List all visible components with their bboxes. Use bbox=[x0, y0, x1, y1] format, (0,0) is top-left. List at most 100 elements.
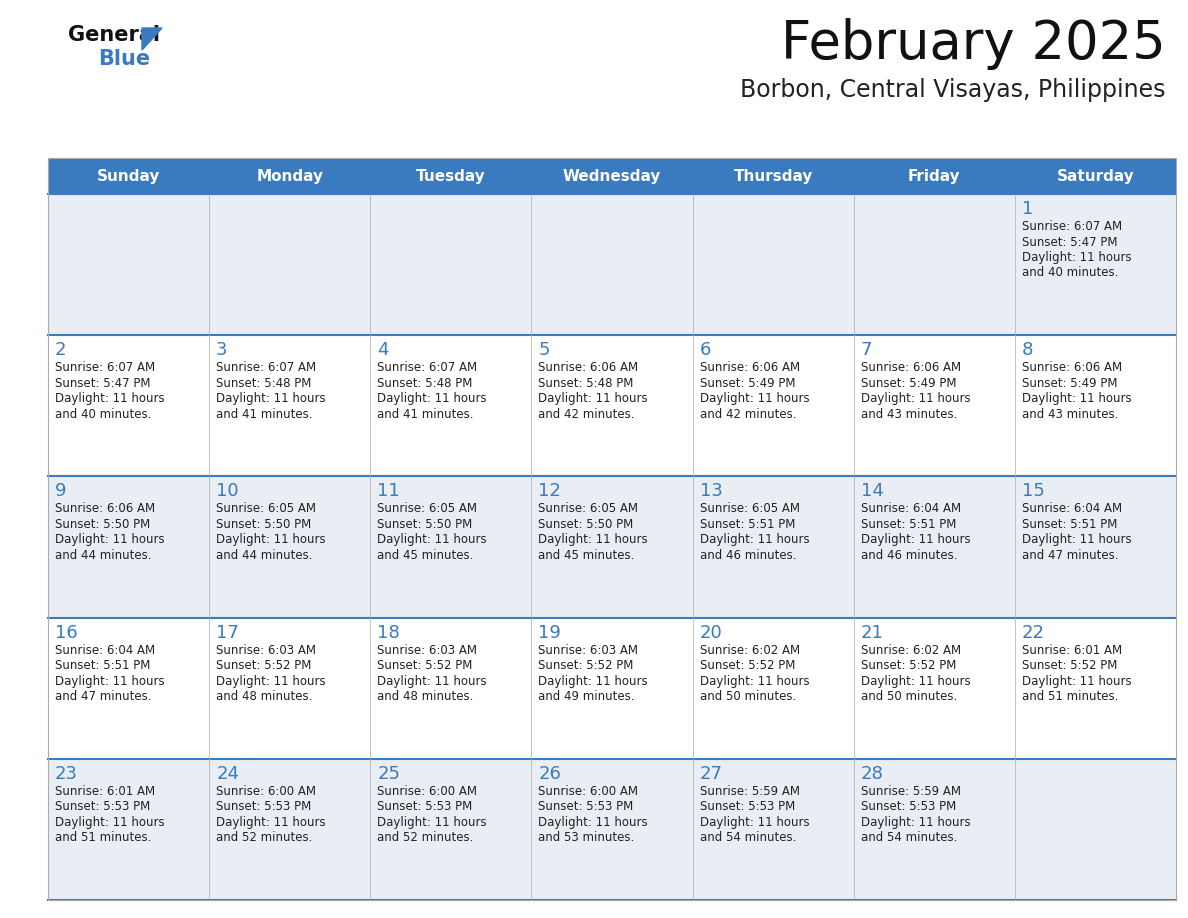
Text: Daylight: 11 hours: Daylight: 11 hours bbox=[861, 533, 971, 546]
Text: Daylight: 11 hours: Daylight: 11 hours bbox=[55, 816, 165, 829]
Text: Sunset: 5:52 PM: Sunset: 5:52 PM bbox=[700, 659, 795, 672]
Text: 7: 7 bbox=[861, 341, 872, 359]
Text: 21: 21 bbox=[861, 623, 884, 642]
Text: Sunrise: 6:07 AM: Sunrise: 6:07 AM bbox=[1022, 220, 1121, 233]
Text: Sunrise: 6:02 AM: Sunrise: 6:02 AM bbox=[861, 644, 961, 656]
Text: Sunset: 5:52 PM: Sunset: 5:52 PM bbox=[378, 659, 473, 672]
Text: Monday: Monday bbox=[257, 169, 323, 184]
Text: and 50 minutes.: and 50 minutes. bbox=[861, 690, 958, 703]
Bar bbox=[693, 759, 854, 900]
Bar bbox=[1015, 158, 1176, 194]
Text: and 54 minutes.: and 54 minutes. bbox=[861, 832, 958, 845]
Text: 25: 25 bbox=[378, 765, 400, 783]
Text: Daylight: 11 hours: Daylight: 11 hours bbox=[538, 392, 647, 405]
Bar bbox=[693, 194, 854, 335]
Text: 27: 27 bbox=[700, 765, 722, 783]
Bar bbox=[693, 618, 854, 759]
Text: 18: 18 bbox=[378, 623, 400, 642]
Bar bbox=[1015, 194, 1176, 335]
Text: 19: 19 bbox=[538, 623, 561, 642]
Text: and 51 minutes.: and 51 minutes. bbox=[1022, 690, 1118, 703]
Text: Daylight: 11 hours: Daylight: 11 hours bbox=[700, 816, 809, 829]
Text: 10: 10 bbox=[216, 482, 239, 500]
Bar bbox=[854, 335, 1015, 476]
Bar bbox=[48, 158, 209, 194]
Text: and 53 minutes.: and 53 minutes. bbox=[538, 832, 634, 845]
Text: General: General bbox=[68, 25, 160, 45]
Bar bbox=[371, 335, 531, 476]
Text: Daylight: 11 hours: Daylight: 11 hours bbox=[55, 392, 165, 405]
Text: Blue: Blue bbox=[97, 49, 150, 69]
Text: Daylight: 11 hours: Daylight: 11 hours bbox=[216, 533, 326, 546]
Text: and 47 minutes.: and 47 minutes. bbox=[55, 690, 152, 703]
Text: Sunday: Sunday bbox=[97, 169, 160, 184]
Text: Sunrise: 5:59 AM: Sunrise: 5:59 AM bbox=[700, 785, 800, 798]
Text: and 47 minutes.: and 47 minutes. bbox=[1022, 549, 1118, 562]
Text: Sunrise: 6:05 AM: Sunrise: 6:05 AM bbox=[538, 502, 638, 515]
Text: Sunset: 5:50 PM: Sunset: 5:50 PM bbox=[538, 518, 633, 531]
Text: Sunset: 5:50 PM: Sunset: 5:50 PM bbox=[55, 518, 150, 531]
Text: Sunrise: 6:07 AM: Sunrise: 6:07 AM bbox=[216, 361, 316, 375]
Text: and 46 minutes.: and 46 minutes. bbox=[700, 549, 796, 562]
Text: 11: 11 bbox=[378, 482, 400, 500]
Text: Sunrise: 6:07 AM: Sunrise: 6:07 AM bbox=[55, 361, 156, 375]
Text: Daylight: 11 hours: Daylight: 11 hours bbox=[700, 392, 809, 405]
Text: Sunrise: 6:00 AM: Sunrise: 6:00 AM bbox=[216, 785, 316, 798]
Bar bbox=[1015, 335, 1176, 476]
Text: Sunrise: 6:04 AM: Sunrise: 6:04 AM bbox=[861, 502, 961, 515]
Text: Sunrise: 6:00 AM: Sunrise: 6:00 AM bbox=[538, 785, 638, 798]
Text: Sunset: 5:49 PM: Sunset: 5:49 PM bbox=[700, 376, 795, 390]
Bar bbox=[371, 194, 531, 335]
Text: and 54 minutes.: and 54 minutes. bbox=[700, 832, 796, 845]
Text: Friday: Friday bbox=[908, 169, 961, 184]
Text: and 45 minutes.: and 45 minutes. bbox=[538, 549, 634, 562]
Text: Daylight: 11 hours: Daylight: 11 hours bbox=[1022, 675, 1131, 688]
Text: and 49 minutes.: and 49 minutes. bbox=[538, 690, 634, 703]
Text: 16: 16 bbox=[55, 623, 77, 642]
Text: Daylight: 11 hours: Daylight: 11 hours bbox=[861, 675, 971, 688]
Text: 12: 12 bbox=[538, 482, 561, 500]
Text: Sunset: 5:50 PM: Sunset: 5:50 PM bbox=[216, 518, 311, 531]
Text: Sunrise: 6:06 AM: Sunrise: 6:06 AM bbox=[1022, 361, 1121, 375]
Text: Sunrise: 6:04 AM: Sunrise: 6:04 AM bbox=[1022, 502, 1121, 515]
Bar bbox=[209, 194, 371, 335]
Text: Daylight: 11 hours: Daylight: 11 hours bbox=[378, 816, 487, 829]
Text: and 44 minutes.: and 44 minutes. bbox=[216, 549, 312, 562]
Text: Sunset: 5:53 PM: Sunset: 5:53 PM bbox=[700, 800, 795, 813]
Text: and 52 minutes.: and 52 minutes. bbox=[378, 832, 474, 845]
Text: Sunset: 5:48 PM: Sunset: 5:48 PM bbox=[378, 376, 473, 390]
Text: Daylight: 11 hours: Daylight: 11 hours bbox=[216, 816, 326, 829]
Bar bbox=[48, 158, 1176, 900]
Text: Sunset: 5:49 PM: Sunset: 5:49 PM bbox=[861, 376, 956, 390]
Text: 5: 5 bbox=[538, 341, 550, 359]
Text: Sunset: 5:53 PM: Sunset: 5:53 PM bbox=[216, 800, 311, 813]
Text: 28: 28 bbox=[861, 765, 884, 783]
Bar bbox=[209, 335, 371, 476]
Text: 9: 9 bbox=[55, 482, 67, 500]
Text: and 41 minutes.: and 41 minutes. bbox=[216, 408, 312, 420]
Text: Sunrise: 6:02 AM: Sunrise: 6:02 AM bbox=[700, 644, 800, 656]
Bar bbox=[371, 476, 531, 618]
Text: 6: 6 bbox=[700, 341, 710, 359]
Text: 4: 4 bbox=[378, 341, 388, 359]
Text: Sunset: 5:52 PM: Sunset: 5:52 PM bbox=[216, 659, 311, 672]
Bar bbox=[854, 158, 1015, 194]
Text: Daylight: 11 hours: Daylight: 11 hours bbox=[538, 675, 647, 688]
Polygon shape bbox=[143, 28, 162, 50]
Bar bbox=[48, 335, 209, 476]
Bar bbox=[48, 194, 209, 335]
Text: Sunrise: 6:04 AM: Sunrise: 6:04 AM bbox=[55, 644, 156, 656]
Text: Daylight: 11 hours: Daylight: 11 hours bbox=[1022, 392, 1131, 405]
Text: Sunset: 5:47 PM: Sunset: 5:47 PM bbox=[1022, 236, 1118, 249]
Text: Sunset: 5:53 PM: Sunset: 5:53 PM bbox=[55, 800, 150, 813]
Text: Daylight: 11 hours: Daylight: 11 hours bbox=[55, 533, 165, 546]
Text: and 52 minutes.: and 52 minutes. bbox=[216, 832, 312, 845]
Text: Daylight: 11 hours: Daylight: 11 hours bbox=[378, 533, 487, 546]
Text: and 51 minutes.: and 51 minutes. bbox=[55, 832, 151, 845]
Text: Sunrise: 6:06 AM: Sunrise: 6:06 AM bbox=[861, 361, 961, 375]
Text: and 48 minutes.: and 48 minutes. bbox=[378, 690, 474, 703]
Text: Sunset: 5:48 PM: Sunset: 5:48 PM bbox=[216, 376, 311, 390]
Text: and 40 minutes.: and 40 minutes. bbox=[1022, 266, 1118, 279]
Bar bbox=[531, 335, 693, 476]
Bar bbox=[371, 618, 531, 759]
